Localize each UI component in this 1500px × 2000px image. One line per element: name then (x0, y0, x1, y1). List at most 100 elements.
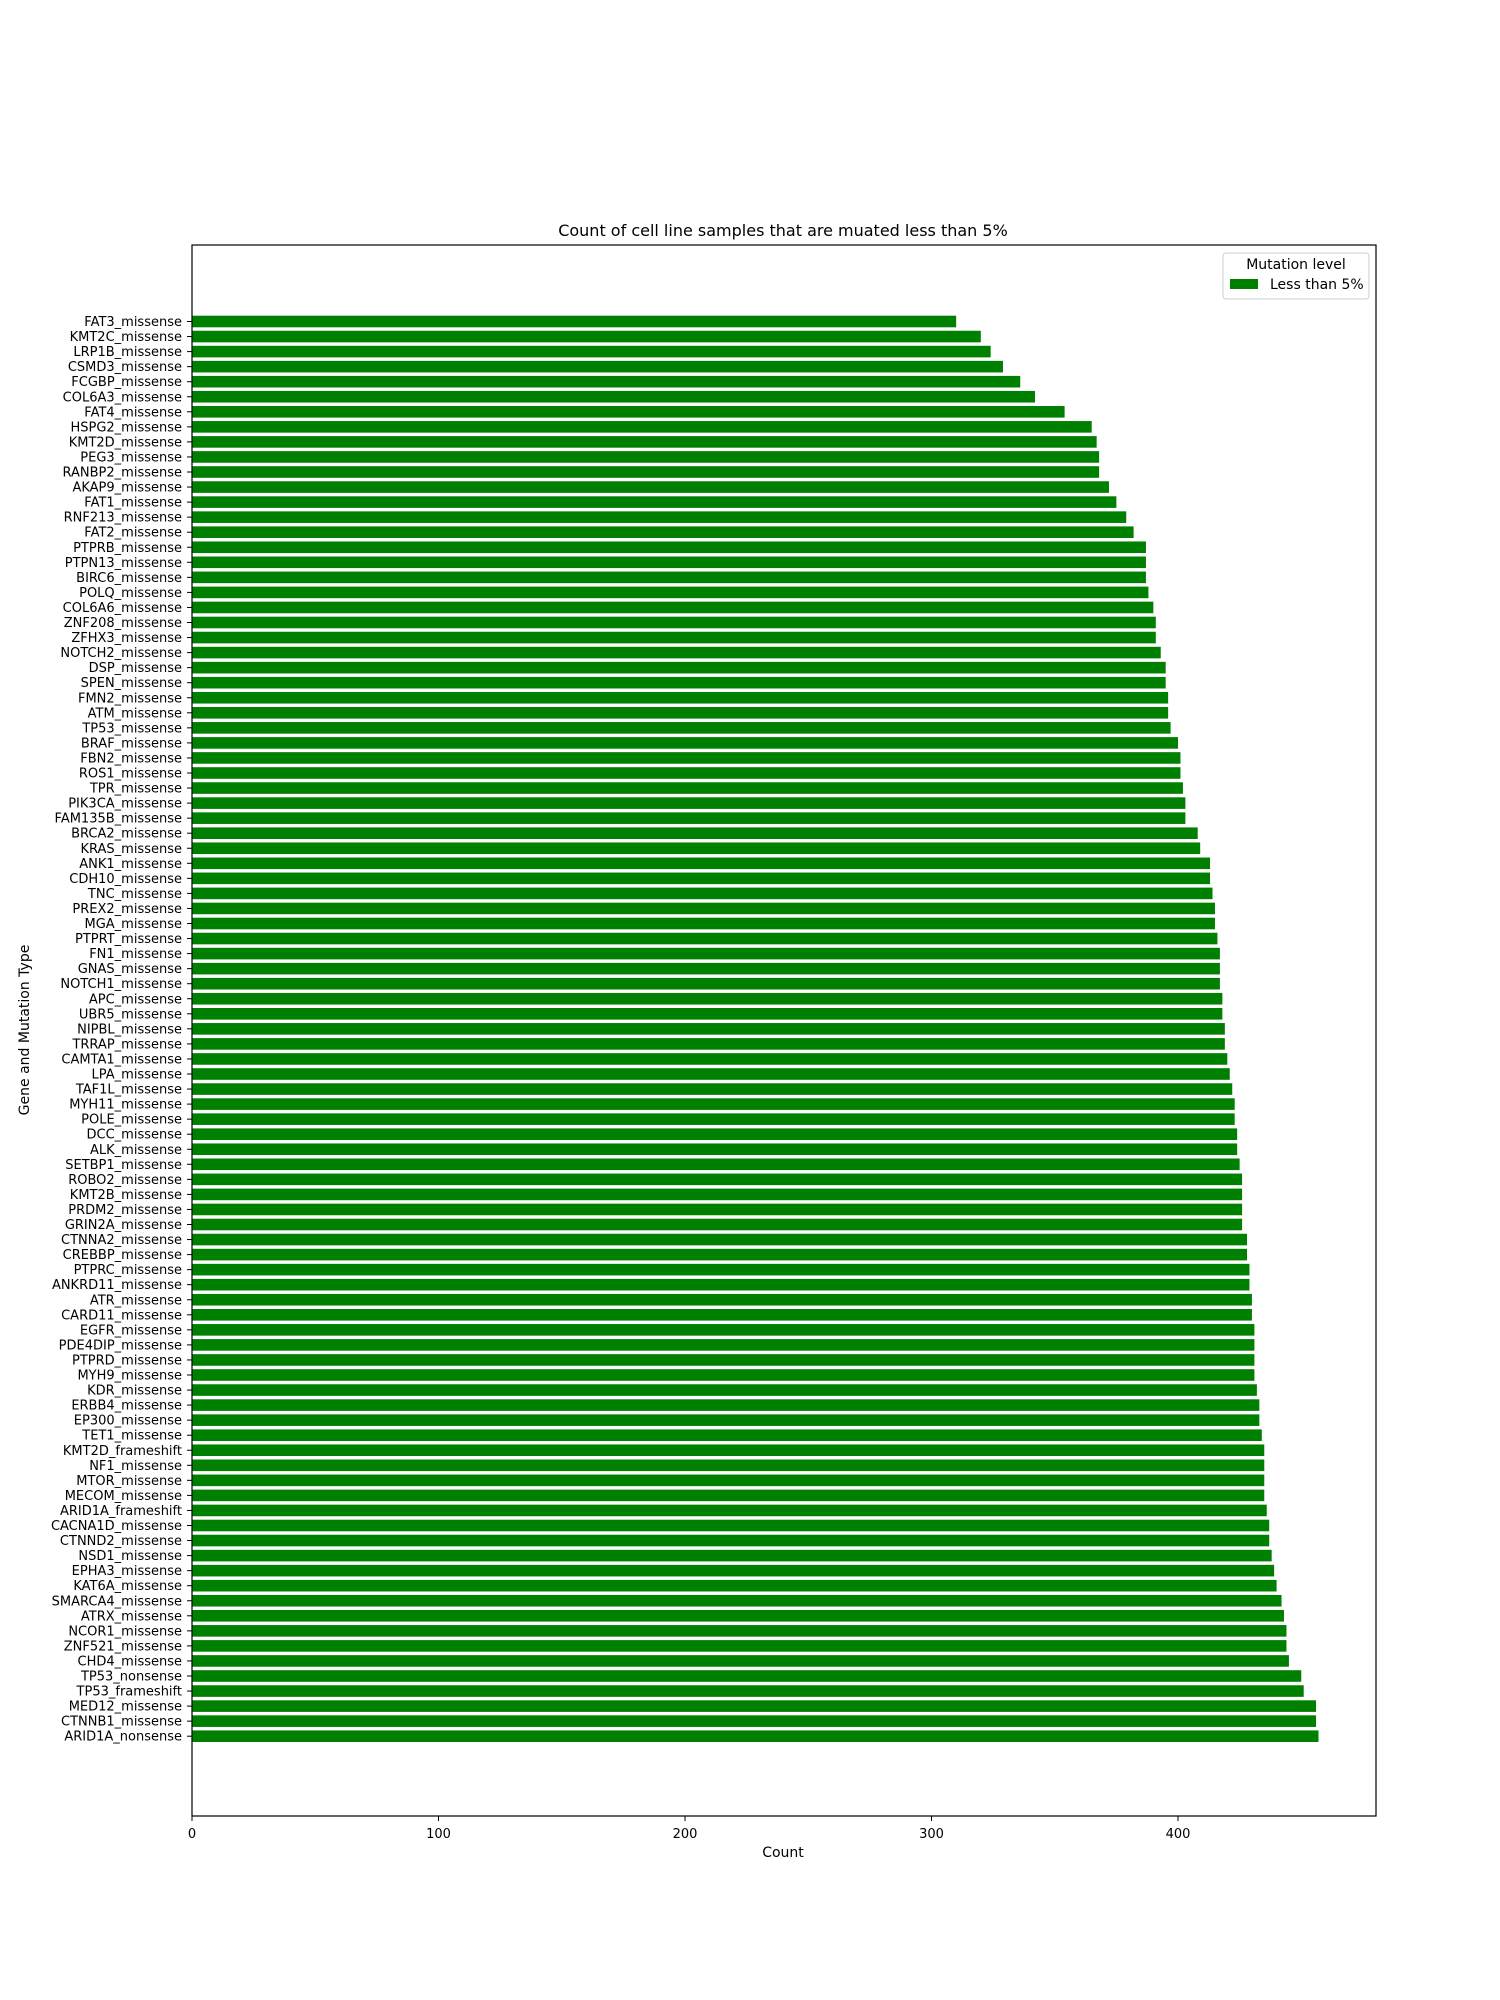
x-tick-label: 300 (919, 1827, 944, 1842)
y-tick-label: ARID1A_frameshift (60, 1504, 182, 1519)
y-tick-label: PTPN13_missense (65, 556, 182, 571)
y-tick-label: PEG3_missense (80, 450, 182, 465)
bar-TAF1L_missense (192, 1083, 1233, 1095)
bar-PTPRB_missense (192, 541, 1146, 554)
bar-FAM135B_missense (192, 812, 1186, 824)
legend-swatch (1230, 279, 1258, 289)
y-tick-label: PREX2_missense (72, 902, 182, 917)
bar-ARID1A_frameshift (192, 1504, 1267, 1517)
y-tick-label: FAT3_missense (84, 315, 182, 330)
x-tick-label: 200 (673, 1827, 698, 1842)
bar-SETBP1_missense (192, 1158, 1240, 1171)
y-tick-label: LRP1B_missense (73, 345, 182, 360)
y-tick-label: ERBB4_missense (71, 1399, 182, 1414)
y-tick-label: NCOR1_missense (68, 1624, 182, 1639)
bar-MYH9_missense (192, 1369, 1255, 1381)
y-tick-label: COL6A3_missense (63, 390, 182, 405)
bar-SMARCA4_missense (192, 1594, 1282, 1607)
bar-AKAP9_missense (192, 481, 1109, 493)
y-axis: FAT3_missenseKMT2C_missenseLRP1B_missens… (51, 315, 192, 1745)
y-tick-label: SMARCA4_missense (52, 1594, 182, 1609)
y-tick-label: CREBBP_missense (63, 1248, 182, 1263)
y-tick-label: GRIN2A_missense (65, 1218, 182, 1233)
y-tick-label: FCGBP_missense (71, 375, 182, 390)
bar-ERBB4_missense (192, 1399, 1260, 1411)
y-tick-label: KDR_missense (87, 1384, 182, 1399)
bar-PRDM2_missense (192, 1203, 1243, 1216)
bar-NOTCH2_missense (192, 646, 1161, 659)
bar-FMN2_missense (192, 691, 1169, 704)
bar-KMT2C_missense (192, 330, 981, 343)
y-tick-label: GNAS_missense (78, 962, 182, 977)
y-tick-label: RANBP2_missense (63, 466, 182, 481)
bar-CARD11_missense (192, 1309, 1252, 1321)
y-tick-label: KAT6A_missense (73, 1579, 182, 1594)
bar-CAMTA1_missense (192, 1053, 1228, 1065)
y-tick-label: CTNNB1_missense (61, 1715, 182, 1730)
bar-GNAS_missense (192, 962, 1220, 975)
bar-DSP_missense (192, 661, 1166, 674)
bar-MGA_missense (192, 917, 1215, 930)
bar-KAT6A_missense (192, 1579, 1277, 1592)
y-tick-label: COL6A6_missense (63, 601, 182, 616)
y-tick-label: NOTCH1_missense (60, 977, 182, 992)
bar-BIRC6_missense (192, 571, 1146, 584)
y-tick-label: EP300_missense (74, 1414, 182, 1429)
y-tick-label: NOTCH2_missense (60, 646, 182, 661)
y-tick-label: CTNNA2_missense (61, 1233, 182, 1248)
y-tick-label: TP53_frameshift (76, 1685, 182, 1700)
bar-DCC_missense (192, 1128, 1238, 1140)
bar-APC_missense (192, 992, 1223, 1005)
bar-ARID1A_nonsense (192, 1730, 1319, 1742)
bar-CTNND2_missense (192, 1534, 1270, 1547)
x-axis-label: Count (762, 1845, 804, 1861)
bar-TPR_missense (192, 782, 1183, 794)
bar-POLE_missense (192, 1113, 1235, 1125)
y-tick-label: PTPRD_missense (72, 1353, 182, 1368)
y-tick-label: TRRAP_missense (71, 1037, 182, 1052)
bar-TRRAP_missense (192, 1038, 1225, 1050)
bar-RNF213_missense (192, 511, 1127, 523)
y-tick-label: POLQ_missense (79, 586, 182, 601)
bar-GRIN2A_missense (192, 1218, 1243, 1231)
y-tick-label: FAT1_missense (84, 496, 182, 511)
y-axis-label: Gene and Mutation Type (17, 945, 33, 1116)
bar-MYH11_missense (192, 1098, 1235, 1110)
y-tick-label: LPA_missense (92, 1068, 182, 1083)
legend-entry-label: Less than 5% (1270, 277, 1364, 293)
bar-EP300_missense (192, 1414, 1260, 1426)
bar-KMT2D_missense (192, 436, 1097, 448)
bar-FBN2_missense (192, 752, 1181, 764)
bar-NIPBL_missense (192, 1023, 1225, 1035)
y-tick-label: TP53_nonsense (80, 1670, 182, 1685)
y-tick-label: ATRX_missense (81, 1609, 182, 1624)
y-tick-label: SETBP1_missense (65, 1158, 182, 1173)
bar-ATRX_missense (192, 1610, 1284, 1622)
y-tick-label: MYH11_missense (69, 1098, 182, 1113)
y-tick-label: FN1_missense (89, 947, 182, 962)
bar-SPEN_missense (192, 676, 1166, 689)
y-tick-label: MTOR_missense (76, 1474, 182, 1489)
bar-CREBBP_missense (192, 1248, 1248, 1261)
y-tick-label: PDE4DIP_missense (59, 1338, 182, 1353)
x-tick-label: 400 (1166, 1827, 1191, 1842)
y-tick-label: SPEN_missense (81, 676, 182, 691)
bar-HSPG2_missense (192, 421, 1092, 433)
bar-ZNF208_missense (192, 616, 1156, 629)
bar-ATR_missense (192, 1293, 1252, 1306)
y-tick-label: ZNF208_missense (64, 616, 182, 631)
bar-NCOR1_missense (192, 1625, 1287, 1637)
bar-FN1_missense (192, 947, 1220, 960)
bar-FCGBP_missense (192, 375, 1021, 388)
bars-group (192, 315, 1319, 1742)
y-tick-label: ZNF521_missense (64, 1639, 182, 1654)
y-tick-label: POLE_missense (81, 1113, 182, 1128)
bar-PTPRC_missense (192, 1263, 1250, 1276)
y-tick-label: ATM_missense (88, 706, 182, 721)
y-tick-label: MECOM_missense (65, 1489, 182, 1504)
y-tick-label: TP53_missense (81, 721, 182, 736)
y-tick-label: ARID1A_nonsense (64, 1730, 182, 1745)
bar-POLQ_missense (192, 586, 1149, 599)
bar-KDR_missense (192, 1384, 1257, 1396)
